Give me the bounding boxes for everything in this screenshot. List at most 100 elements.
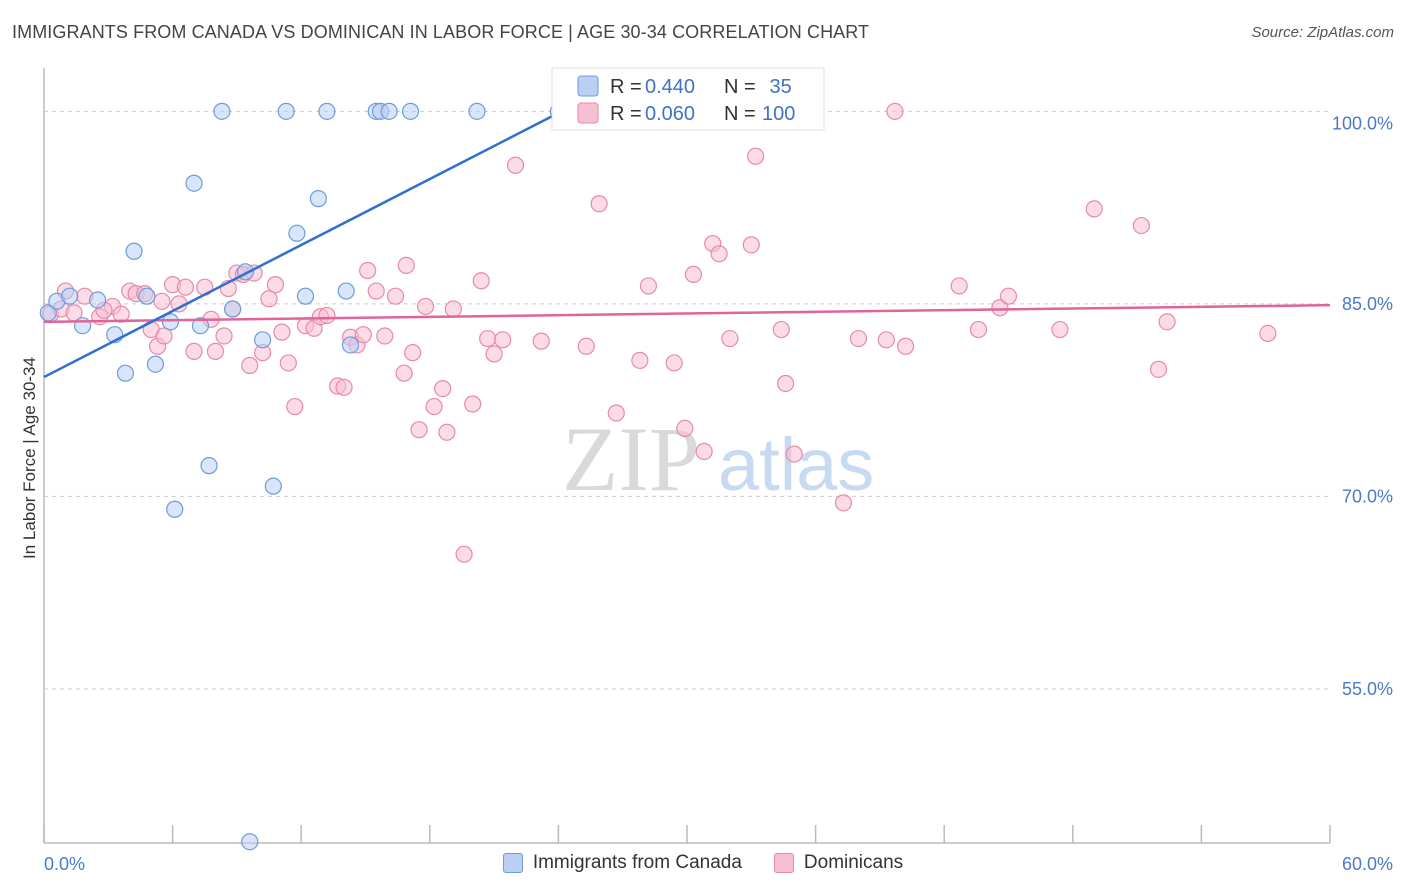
stats-legend-swatch-dominicans xyxy=(577,102,599,124)
canada-point xyxy=(309,190,327,208)
dominicans-point xyxy=(532,332,550,350)
legend-item-dominicans[interactable]: Dominicans xyxy=(773,852,904,874)
watermark: ZIP atlas xyxy=(562,408,874,510)
x-tick-label: 60.0% xyxy=(1342,854,1393,874)
canada-point xyxy=(166,500,184,518)
dominicans-point xyxy=(590,195,608,213)
dominicans-point xyxy=(485,345,503,363)
stats-r-value-canada: 0.440 xyxy=(645,76,695,98)
dominicans-point xyxy=(834,494,853,512)
stats-r-label-dominicans: R = xyxy=(610,103,642,125)
dominicans-point xyxy=(577,337,595,355)
canada-point xyxy=(224,300,242,318)
legend-label-dominicans: Dominicans xyxy=(803,852,904,873)
dominicans-point xyxy=(155,327,173,345)
dominicans-point xyxy=(395,364,413,382)
dominicans-point xyxy=(260,290,278,308)
dominicans-point xyxy=(631,351,649,369)
dominicans-point xyxy=(397,256,415,274)
dominicans-point xyxy=(684,265,703,283)
stats-n-value-canada: 35 xyxy=(764,76,792,98)
dominicans-point xyxy=(386,287,405,305)
canada-trend-line xyxy=(43,106,570,379)
dominicans-point xyxy=(376,327,394,345)
stats-n-label-dominicans: N = xyxy=(724,103,756,125)
canada-point xyxy=(288,224,306,242)
x-axis-ticks xyxy=(43,825,1331,843)
dominicans-point xyxy=(367,282,385,300)
canada-point xyxy=(61,287,79,305)
dominicans-point xyxy=(710,245,728,263)
canada-point xyxy=(185,174,203,192)
dominicans-point xyxy=(999,287,1018,305)
dominicans-point xyxy=(455,545,473,563)
canada-point xyxy=(161,313,180,331)
dominicans-point xyxy=(416,297,435,316)
dominicans-point xyxy=(279,354,297,372)
dominicans-point xyxy=(444,300,462,318)
dominicans-point xyxy=(354,326,372,344)
dominicans-point xyxy=(410,421,428,439)
dominicans-point xyxy=(176,278,195,296)
canada-point xyxy=(468,102,486,120)
dominicans-point xyxy=(185,342,203,360)
y-tick-labels: 100.0% 85.0% 70.0% 55.0% xyxy=(1332,113,1393,699)
dominicans-point xyxy=(425,397,443,416)
stats-legend-swatch-canada xyxy=(577,75,599,97)
stats-n-value-dominicans: 100 xyxy=(762,103,795,125)
dominicans-point xyxy=(721,329,739,348)
dominicans-point xyxy=(335,378,353,396)
canada-point xyxy=(341,336,360,354)
dominicans-point xyxy=(404,344,422,362)
y-tick-label: 70.0% xyxy=(1342,486,1393,506)
dominicans-point xyxy=(1149,360,1168,378)
dominicans-point xyxy=(494,331,512,349)
dominicans-point xyxy=(950,277,968,295)
dominicans-point xyxy=(639,277,658,295)
chart-title: IMMIGRANTS FROM CANADA VS DOMINICAN IN L… xyxy=(12,22,870,42)
dominicans-point xyxy=(1051,320,1069,339)
canada-point xyxy=(277,102,295,120)
canada-point xyxy=(125,242,143,260)
dominicans-point xyxy=(112,305,130,323)
canada-point xyxy=(318,102,336,120)
stats-n-label-canada: N = xyxy=(724,76,756,98)
series-legend: Immigrants from Canada Dominicans xyxy=(0,852,1406,874)
dominicans-point xyxy=(665,354,683,372)
canada-point xyxy=(138,287,156,305)
dominicans-point xyxy=(877,331,895,349)
stats-legend: R = 0.440 N = 35 R = 0.060 N = 100 xyxy=(551,67,825,131)
dominicans-point xyxy=(153,292,171,310)
canada-point xyxy=(241,833,259,851)
canada-point xyxy=(146,355,165,373)
stats-r-value-dominicans: 0.060 xyxy=(645,103,695,125)
dominicans-point xyxy=(215,327,233,345)
canada-point xyxy=(200,457,218,475)
dominicans-point xyxy=(695,442,713,461)
dominicans-point xyxy=(897,337,915,355)
canada-point xyxy=(213,102,231,120)
dominicans-point xyxy=(886,102,904,120)
source-credit: Source: ZipAtlas.com xyxy=(1251,24,1394,41)
dominicans-point xyxy=(266,276,285,294)
dominicans-point xyxy=(438,423,456,441)
y-axis-title: In Labor Force | Age 30-34 xyxy=(20,357,39,559)
dominicans-point xyxy=(273,323,291,341)
dominicans-point xyxy=(464,395,482,413)
dominicans-point xyxy=(1085,200,1103,218)
legend-item-canada[interactable]: Immigrants from Canada xyxy=(502,852,742,874)
dominicans-point xyxy=(506,156,525,174)
x-tick-labels: 0.0% 60.0% xyxy=(44,854,1393,874)
x-tick-label: 0.0% xyxy=(44,854,85,874)
canada-point xyxy=(88,291,107,309)
dominicans-point xyxy=(676,419,694,437)
y-tick-label: 100.0% xyxy=(1332,113,1393,133)
dominicans-point xyxy=(241,356,259,375)
canada-point xyxy=(254,331,272,349)
dominicans-point xyxy=(746,147,765,165)
stats-r-label-canada: R = xyxy=(610,76,642,98)
dominicans-point xyxy=(1158,313,1176,331)
dominicans-point xyxy=(785,445,803,463)
legend-label-canada: Immigrants from Canada xyxy=(532,852,742,873)
